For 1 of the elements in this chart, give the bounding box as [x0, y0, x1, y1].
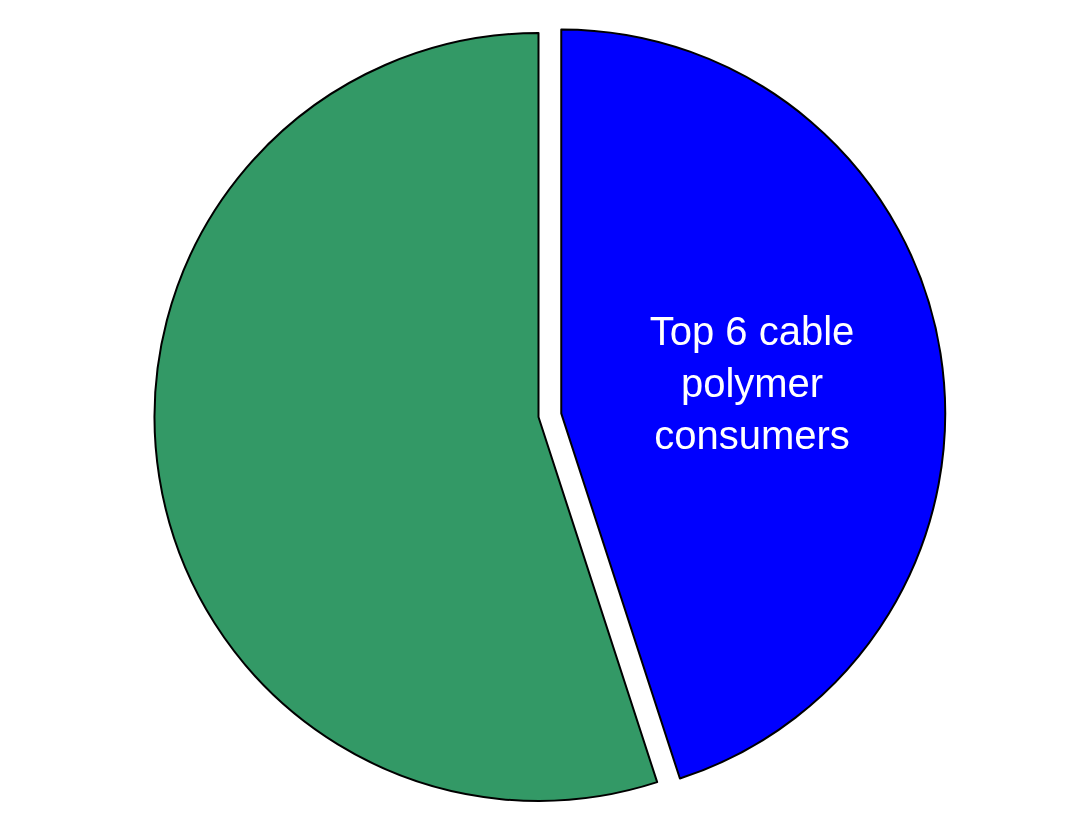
slice-label: Top 6 cable polymer consumers [649, 309, 855, 458]
